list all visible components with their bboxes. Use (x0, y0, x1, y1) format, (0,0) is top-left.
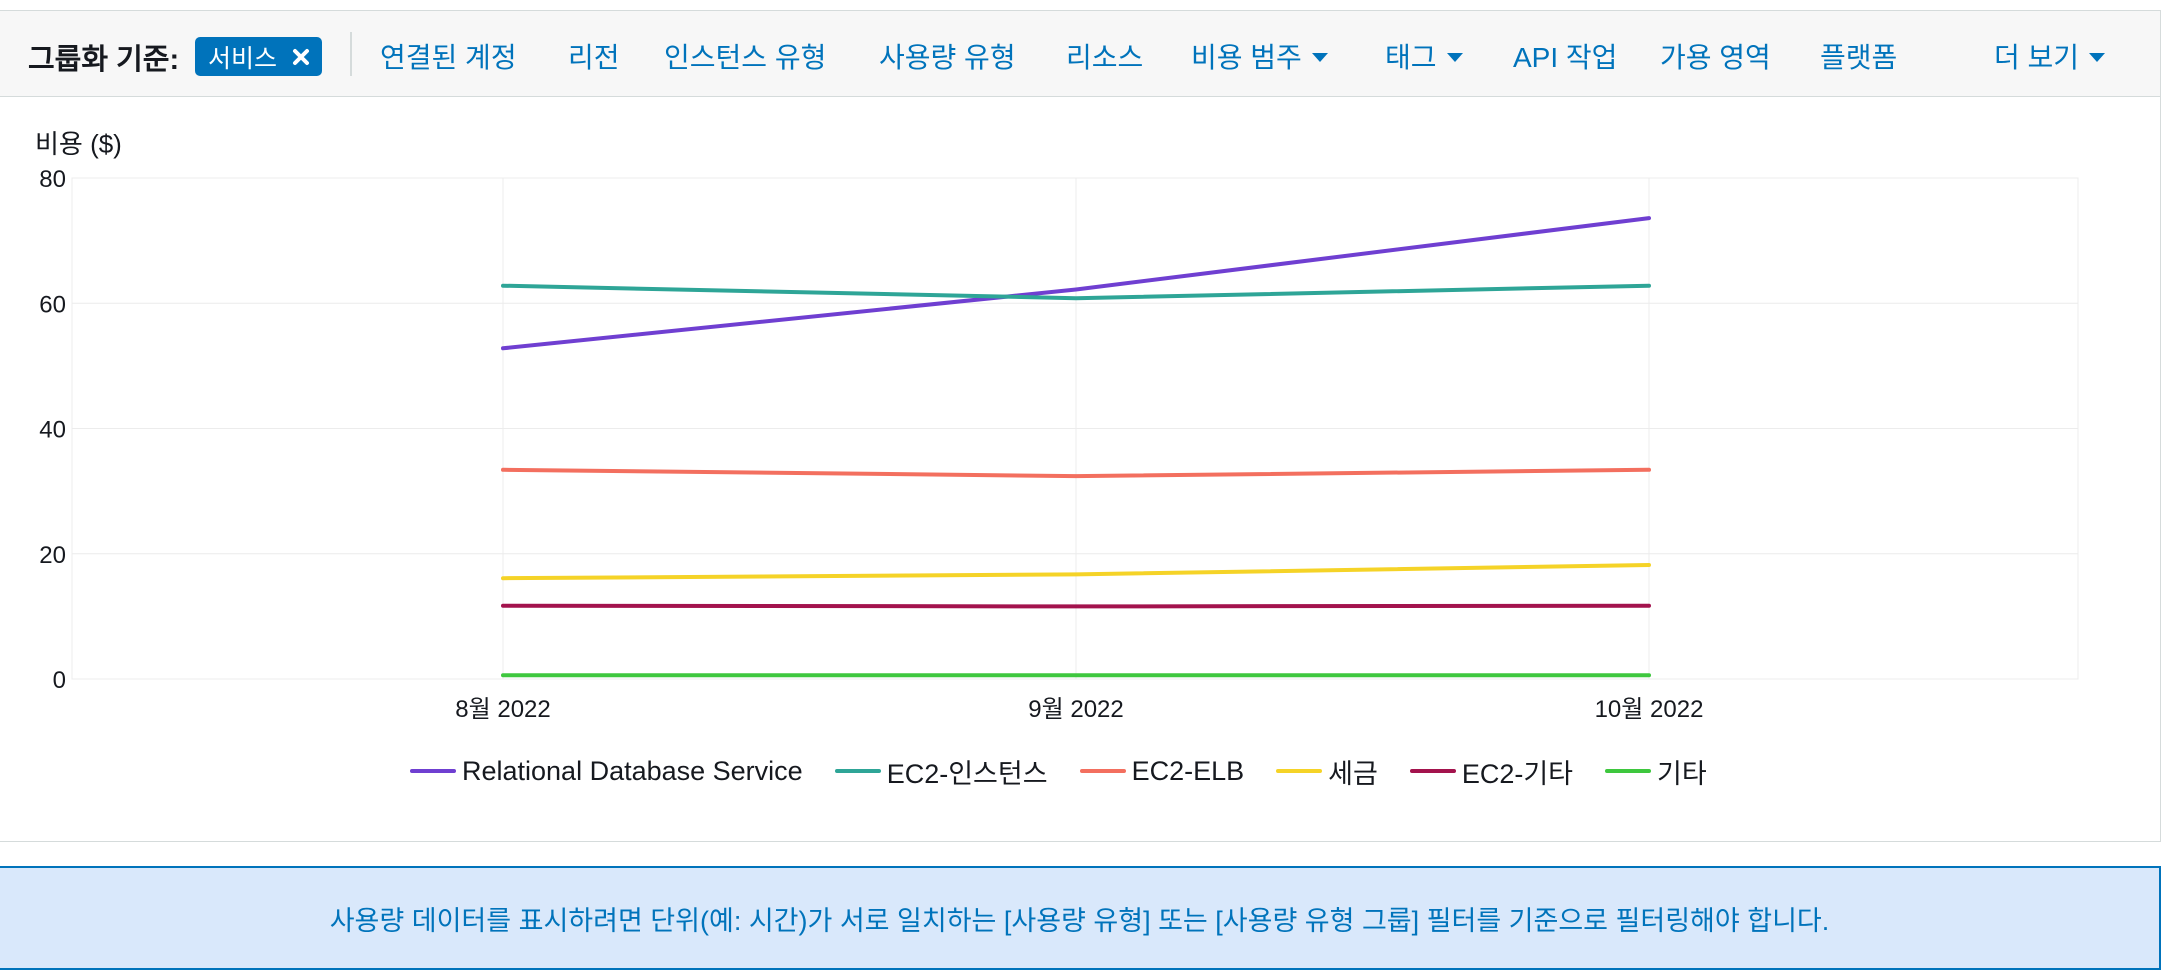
info-alert-text: 사용량 데이터를 표시하려면 단위(예: 시간)가 서로 일치하는 [사용량 유… (329, 905, 1830, 936)
group-option-tag-label: 태그 (1385, 42, 1437, 73)
group-by-bar: 그룹화 기준: 서비스 연결된 계정 리전 인스턴스 유형 사용량 유형 리소스… (0, 11, 2160, 97)
group-option-cost-category-label: 비용 범주 (1191, 42, 1302, 73)
info-alert: 사용량 데이터를 표시하려면 단위(예: 시간)가 서로 일치하는 [사용량 유… (0, 866, 2161, 970)
cost-line-chart: 0 20 40 60 80 8월 2022 9월 2022 10월 2022 (39, 166, 2079, 723)
legend-swatch (834, 769, 881, 773)
caret-down-icon (1311, 53, 1328, 63)
legend-item[interactable]: EC2-ELB (1079, 755, 1245, 787)
y-tick-label: 0 (53, 667, 66, 694)
legend-swatch (1079, 769, 1126, 773)
group-by-chip-service[interactable]: 서비스 (195, 37, 322, 76)
group-by-label: 그룹화 기준: (28, 44, 180, 76)
group-option-resource[interactable]: 리소스 (1066, 42, 1144, 73)
legend-label: EC2-기타 (1461, 758, 1574, 789)
y-tick-label: 80 (39, 166, 66, 193)
group-option-linked-account[interactable]: 연결된 계정 (380, 42, 517, 73)
legend-label: Relational Database Service (462, 755, 803, 786)
group-option-instance-type[interactable]: 인스턴스 유형 (664, 42, 827, 73)
legend-item[interactable]: Relational Database Service (410, 756, 803, 787)
divider (350, 32, 352, 76)
caret-down-icon (1446, 53, 1463, 63)
legend-swatch (1276, 769, 1323, 773)
legend-label: 기타 (1657, 758, 1707, 789)
more-dropdown[interactable]: 더 보기 (1994, 36, 2106, 76)
group-option-tag[interactable]: 태그 (1385, 36, 1463, 76)
legend-swatch (1605, 769, 1652, 773)
legend-item[interactable]: EC2-기타 (1409, 752, 1574, 791)
x-tick-label: 8월 2022 (455, 696, 551, 723)
group-option-api-operation[interactable]: API 작업 (1513, 42, 1618, 73)
chart-legend: Relational Database Service EC2-인스턴스 EC2-E… (410, 751, 1739, 791)
group-option-availability-zone[interactable]: 가용 영역 (1660, 42, 1771, 73)
series-line (501, 467, 1651, 479)
series-line (501, 216, 1651, 351)
x-tick-label: 10월 2022 (1595, 696, 1704, 723)
y-tick-label: 20 (39, 542, 66, 569)
legend-item[interactable]: 기타 (1605, 752, 1707, 791)
legend-swatch (410, 769, 456, 773)
legend-label: EC2-ELB (1131, 755, 1245, 786)
legend-swatch (1409, 769, 1456, 773)
chart-panel: 그룹화 기준: 서비스 연결된 계정 리전 인스턴스 유형 사용량 유형 리소스… (0, 10, 2161, 842)
group-option-cost-category[interactable]: 비용 범주 (1191, 36, 1328, 76)
y-tick-label: 40 (39, 417, 66, 444)
legend-item[interactable]: EC2-인스턴스 (834, 752, 1048, 791)
legend-label: 세금 (1328, 758, 1378, 789)
x-tick-label: 9월 2022 (1028, 696, 1124, 723)
group-option-region[interactable]: 리전 (568, 42, 620, 73)
y-tick-label: 60 (39, 291, 66, 318)
group-option-usage-type[interactable]: 사용량 유형 (879, 42, 1016, 73)
y-axis-label: 비용 ($) (35, 129, 122, 159)
legend-label: EC2-인스턴스 (886, 758, 1048, 789)
remove-icon[interactable] (292, 48, 310, 66)
legend-item[interactable]: 세금 (1276, 752, 1378, 791)
group-option-platform[interactable]: 플랫폼 (1820, 42, 1898, 73)
series-line (501, 283, 1651, 301)
series-line (501, 603, 1651, 609)
more-dropdown-label: 더 보기 (1994, 42, 2080, 73)
caret-down-icon (2089, 53, 2106, 63)
series-line (501, 563, 1651, 581)
group-by-chip-label: 서비스 (208, 44, 278, 73)
